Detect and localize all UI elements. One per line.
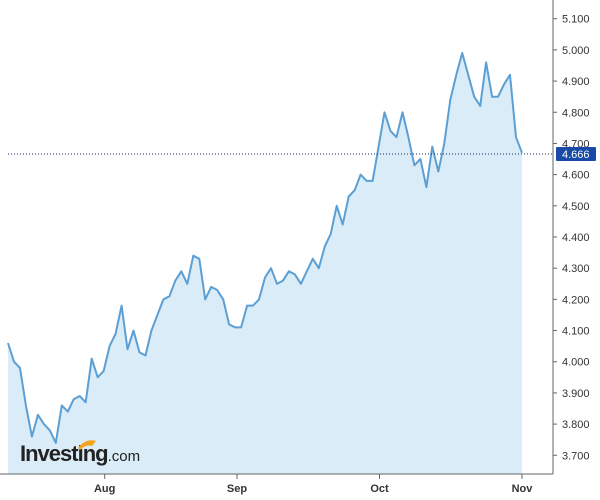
x-tick-layer: Aug Sep Oct Nov xyxy=(94,474,533,495)
y-tick-label: 3.700 xyxy=(562,450,590,462)
y-tick-layer: 3.700 3.800 3.900 4.000 4.100 4.200 4.300 4.400… xyxy=(553,14,590,462)
y-tick-label: 4.900 xyxy=(562,76,590,88)
y-tick-label: 4.600 xyxy=(562,170,590,182)
last-value-label: 4.666 xyxy=(562,149,590,161)
brand-name: Investing.com xyxy=(20,441,140,466)
last-value-badge xyxy=(556,147,596,162)
price-area xyxy=(8,53,522,474)
investing-logo: Investing.com xyxy=(20,440,140,466)
y-tick-label: 4.300 xyxy=(562,263,590,275)
brand-accent-swoosh xyxy=(78,440,96,450)
y-tick-label: 4.800 xyxy=(562,107,590,119)
y-tick-label: 3.800 xyxy=(562,419,590,431)
price-line xyxy=(7,52,523,444)
x-tick-label: Sep xyxy=(227,483,247,495)
area-layer xyxy=(8,53,522,474)
x-tick-label: Aug xyxy=(94,483,115,495)
y-tick-label: 4.500 xyxy=(562,201,590,213)
brand-name-text: Investing xyxy=(20,441,108,466)
y-tick-label: 4.100 xyxy=(562,326,590,338)
y-tick-label: 3.900 xyxy=(562,388,590,400)
last-value-layer: 4.666 xyxy=(8,147,596,162)
y-tick-label: 4.200 xyxy=(562,294,590,306)
y-tick-label: 5.100 xyxy=(562,14,590,26)
y-tick-label: 4.400 xyxy=(562,232,590,244)
line-layer xyxy=(7,52,523,444)
y-tick-label: 4.000 xyxy=(562,357,590,369)
x-tick-label: Oct xyxy=(370,483,389,495)
x-tick-label: Nov xyxy=(512,483,534,495)
y-tick-label: 5.000 xyxy=(562,45,590,57)
brand-suffix: .com xyxy=(108,448,141,465)
